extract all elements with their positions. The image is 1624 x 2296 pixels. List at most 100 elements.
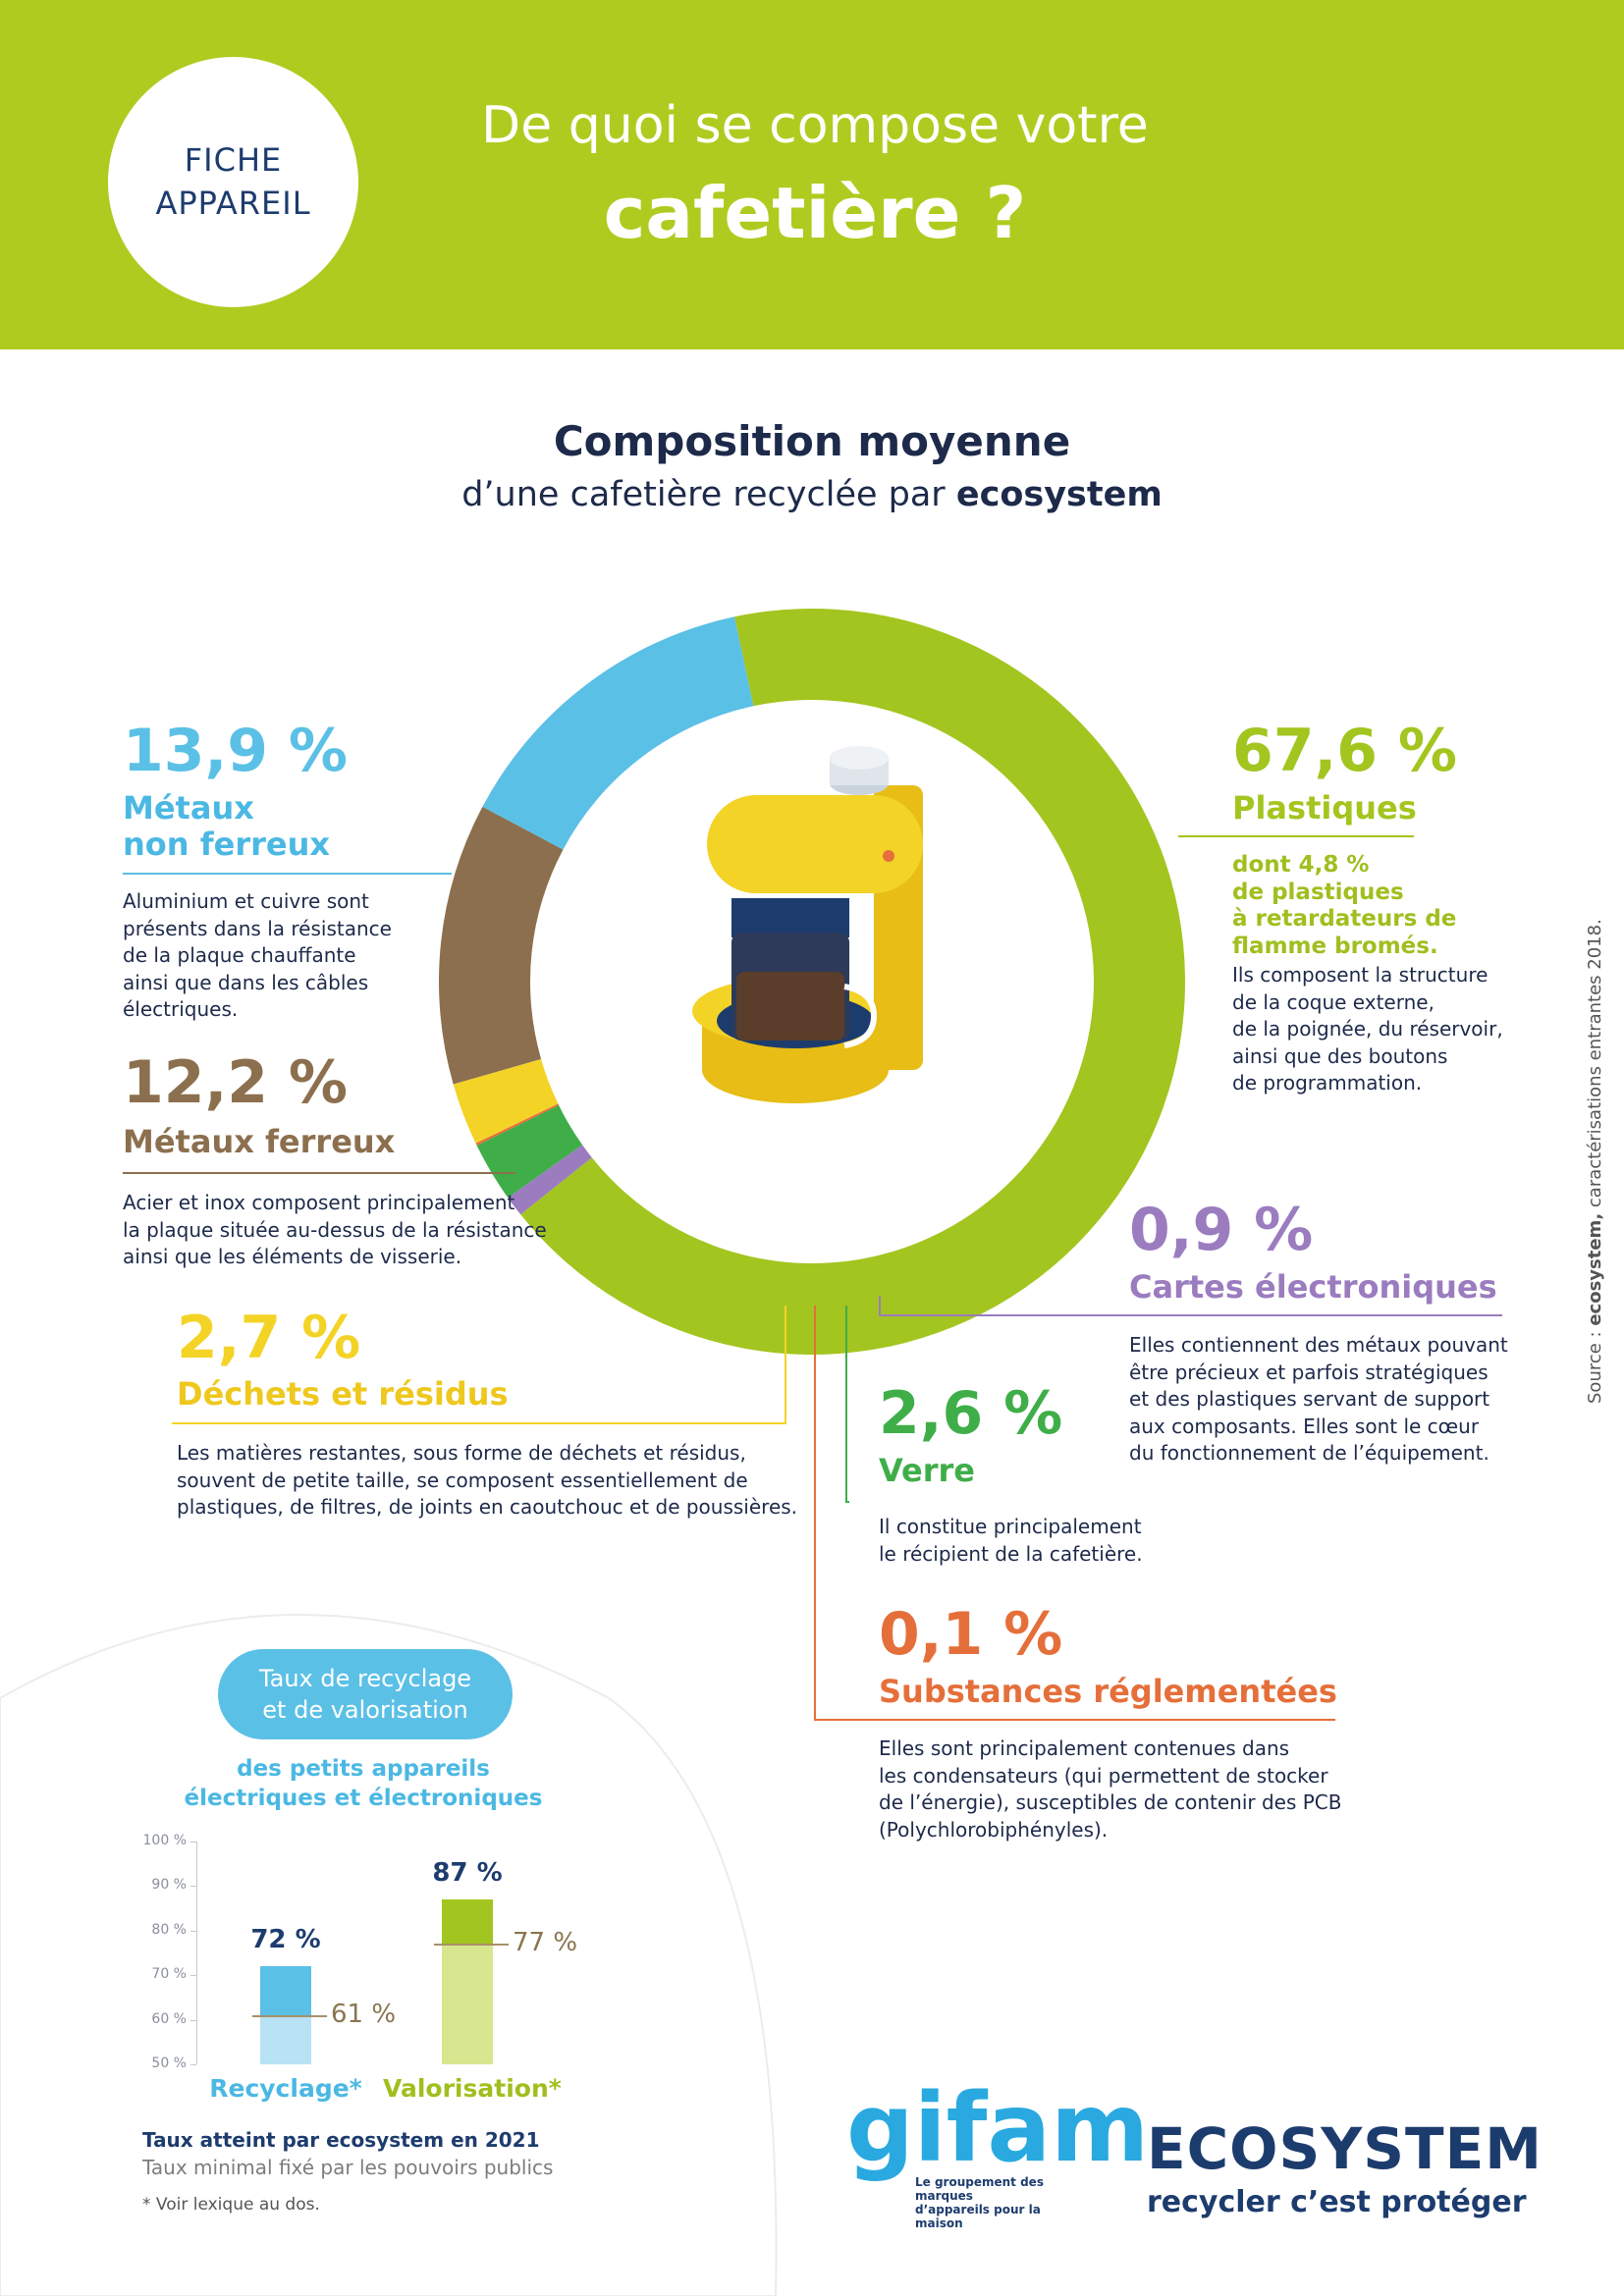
desc-line: Ils composent la structure [1232, 963, 1489, 987]
desc-line: Elles contiennent des métaux pouvant [1129, 1333, 1508, 1357]
legend-brand: ecosystem [326, 2128, 445, 2152]
note-line: flamme bromés. [1232, 933, 1438, 959]
rates-panel-bg [0, 1614, 778, 2296]
badge-line2: APPAREIL [155, 184, 311, 222]
rates-subtitle: des petits appareils électriques et élec… [147, 1755, 579, 1814]
label-cartes: Cartes électroniques [1129, 1268, 1497, 1306]
label-plastiques: Plastiques [1232, 789, 1417, 827]
gifam-tagline2: d’appareils pour la maison [915, 2203, 1041, 2230]
desc-substances: Elles sont principalement contenues dans… [879, 1735, 1342, 1843]
desc-line: plastiques, de filtres, de joints en cao… [177, 1495, 798, 1520]
desc-line: Aluminium et cuivre sont [123, 889, 369, 913]
desc-line: électriques. [123, 997, 239, 1022]
desc-metaux-non-ferreux: Aluminium et cuivre sont présents dans l… [123, 888, 392, 1024]
gifam-name: gifam [846, 2073, 1150, 2183]
desc-line: le récipient de la cafetière. [879, 1541, 1143, 1566]
subtitle-brand: ecosystem [955, 475, 1163, 514]
donut-chart [439, 609, 1185, 1355]
desc-line: Il constitue principalement [879, 1515, 1142, 1538]
gifam-tagline1: Le groupement des marques [915, 2175, 1044, 2203]
pill-line2: et de valorisation [262, 1696, 468, 1724]
note-line: à retardateurs de [1232, 906, 1457, 933]
label-verre: Verre [879, 1452, 975, 1489]
desc-line: la plaque située au-dessus de la résista… [123, 1217, 547, 1242]
page-title-line2: cafetière ? [603, 172, 1027, 254]
gifam-logo: gifam Le groupement des marques d’appare… [846, 2073, 1150, 2230]
desc-verre: Il constitue principalement le récipient… [879, 1514, 1143, 1568]
desc-line: être précieux et parfois stratégiques [1129, 1360, 1489, 1384]
rates-subtitle-line: électriques et électroniques [184, 1785, 543, 1811]
desc-line: présents dans la résistance [123, 916, 392, 940]
pct-dechets: 2,7 % [177, 1304, 361, 1372]
composition-subtitle: d’une cafetière recyclée par ecosystem [370, 475, 1254, 514]
donut-slice-dechets [453, 1058, 559, 1144]
subtitle-text: d’une cafetière recyclée par [461, 475, 946, 514]
desc-line: Acier et inox composent principalement [123, 1191, 515, 1214]
source-prefix: Source : [1585, 1331, 1605, 1404]
badge-line1: FICHE [184, 141, 283, 180]
note-plastiques: dont 4,8 % de plastiques à retardateurs … [1232, 852, 1456, 960]
desc-line: et des plastiques servant de support [1129, 1387, 1490, 1412]
donut-slice-cartes [508, 1145, 592, 1215]
desc-line: de la plaque chauffante [123, 943, 356, 968]
leader-cartes [879, 1296, 1502, 1316]
pill-line1: Taux de recyclage [258, 1664, 472, 1692]
fiche-badge: FICHE APPAREIL [108, 57, 358, 307]
desc-line: souvent de petite taille, se composent e… [177, 1468, 748, 1492]
source-note: Source : ecosystem, caractérisations ent… [1585, 919, 1605, 1404]
label-metaux-ferreux: Métaux ferreux [123, 1123, 396, 1160]
rates-subtitle-line: des petits appareils [237, 1756, 490, 1782]
label-dechets: Déchets et résidus [177, 1375, 509, 1413]
pct-cartes: 0,9 % [1129, 1196, 1314, 1264]
note-line: de plastiques [1232, 879, 1404, 905]
desc-line: Elles sont principalement contenues dans [879, 1736, 1290, 1760]
coffee-maker-icon [692, 746, 923, 1103]
leader-dechets [172, 1306, 786, 1424]
composition-title: Composition moyenne [553, 417, 1071, 465]
desc-line: ainsi que dans les câbles [123, 970, 369, 994]
pct-metaux-ferreux: 12,2 % [123, 1048, 349, 1117]
desc-plastiques: Ils composent la structure de la coque e… [1232, 962, 1503, 1097]
desc-metaux-ferreux: Acier et inox composent principalement l… [123, 1190, 547, 1271]
desc-line: de programmation. [1232, 1071, 1423, 1095]
desc-cartes: Elles contiennent des métaux pouvant êtr… [1129, 1332, 1508, 1468]
pct-metaux-non-ferreux: 13,9 % [123, 717, 349, 785]
leader-lines [123, 835, 1502, 1721]
pct-substances: 0,1 % [879, 1600, 1063, 1669]
desc-line: aux composants. Elles sont le cœur [1129, 1414, 1480, 1438]
ecosystem-logo: ECOSYSTEM recycler c’est protéger [1147, 2115, 1543, 2219]
desc-line: (Polychlorobiphényles). [879, 1817, 1109, 1842]
note-line: dont 4,8 % [1232, 852, 1370, 878]
desc-dechets: Les matières restantes, sous forme de dé… [177, 1440, 797, 1522]
leader-verre [845, 1306, 849, 1503]
desc-line: du fonctionnement de l’équipement. [1129, 1441, 1489, 1466]
legend-text: Taux atteint par [142, 2128, 320, 2152]
donut-slice-metaux_non_ferreux [482, 616, 754, 850]
footnote: * Voir lexique au dos. [142, 2195, 320, 2215]
legend-achieved: Taux atteint par ecosystem en 2021 [142, 2128, 540, 2152]
pct-plastiques: 67,6 % [1232, 717, 1458, 785]
legend-text: en 2021 [451, 2128, 540, 2152]
rates-pill: Taux de recyclage et de valorisation [218, 1649, 513, 1739]
desc-line: Les matières restantes, sous forme de dé… [177, 1441, 746, 1465]
leader-substances [814, 1306, 1335, 1721]
desc-line: de l’énergie), susceptibles de contenir … [879, 1790, 1342, 1815]
page-title-line1: De quoi se compose votre [481, 96, 1149, 155]
ecosystem-tagline: recycler c’est protéger [1147, 2185, 1527, 2219]
source-brand: ecosystem, [1585, 1212, 1605, 1326]
ecosystem-name: ECOSYSTEM [1147, 2115, 1543, 2182]
desc-line: ainsi que des boutons [1232, 1043, 1448, 1068]
legend-minimum: Taux minimal fixé par les pouvoirs publi… [142, 2156, 554, 2179]
donut-slice-substances [475, 1103, 560, 1146]
desc-line: ainsi que les éléments de visserie. [123, 1245, 462, 1269]
pct-verre: 2,6 % [879, 1379, 1063, 1448]
label-substances: Substances réglementées [879, 1673, 1337, 1710]
desc-line: de la coque externe, [1232, 989, 1435, 1014]
source-suffix: caractérisations entrantes 2018. [1585, 919, 1605, 1208]
desc-line: les condensateurs (qui permettent de sto… [879, 1763, 1328, 1788]
donut-slice-metaux_ferreux [439, 806, 564, 1085]
desc-line: de la poignée, du réservoir, [1232, 1017, 1503, 1041]
label-metaux-non-ferreux: Métaux non ferreux [123, 789, 330, 863]
donut-slice-verre [476, 1104, 583, 1199]
